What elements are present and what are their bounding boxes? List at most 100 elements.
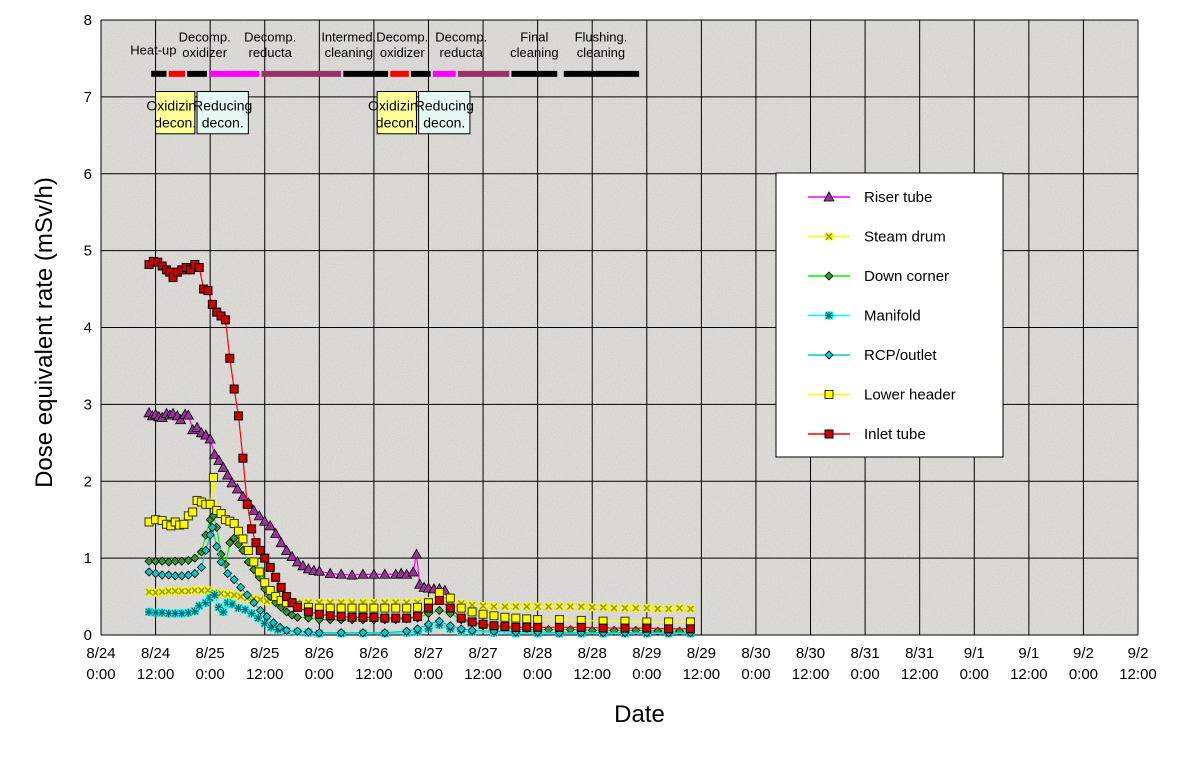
data-point-marker — [445, 621, 455, 631]
marker-stroke — [632, 604, 640, 612]
x-tick-date-label: 9/1 — [964, 645, 985, 662]
data-point-marker — [456, 603, 466, 613]
data-point-marker — [824, 350, 834, 360]
marker-stroke — [501, 602, 509, 611]
marker-stroke — [675, 604, 684, 612]
data-point-marker — [151, 556, 161, 566]
data-point-marker — [151, 568, 161, 579]
series-inlet-tube — [144, 256, 695, 634]
data-point-marker — [358, 628, 368, 638]
marker-stroke — [512, 602, 520, 611]
data-point-marker — [468, 601, 477, 610]
phase-box-line2: decon. — [423, 114, 465, 130]
data-point-marker — [478, 619, 488, 629]
y-axis-title: Dose equivalent rate (mSv/h) — [31, 177, 58, 488]
data-point-marker — [653, 604, 662, 613]
data-point-marker — [247, 524, 257, 534]
x-tick-date-label: 8/25 — [250, 645, 279, 662]
data-point-marker — [217, 461, 229, 472]
data-point-marker — [413, 612, 423, 622]
data-point-marker — [379, 568, 391, 579]
data-point-marker — [336, 612, 346, 622]
data-point-marker — [221, 469, 234, 480]
x-tick-time-label: 0:00 — [960, 666, 989, 683]
marker-stroke — [599, 603, 607, 611]
data-point-marker — [234, 604, 243, 613]
data-point-marker — [183, 555, 193, 565]
data-point-marker — [177, 609, 186, 618]
series-lower-header — [144, 472, 695, 627]
data-point-marker — [190, 553, 200, 563]
data-point-marker — [282, 592, 292, 602]
data-point-marker — [177, 587, 186, 596]
data-point-marker — [544, 602, 553, 611]
marker-stroke — [211, 591, 218, 599]
data-point-marker — [286, 550, 298, 561]
phase-box-rect — [196, 90, 249, 135]
legend-entry: Manifold — [808, 308, 921, 325]
marker-stroke — [191, 586, 199, 594]
data-point-marker — [219, 607, 228, 616]
data-point-marker — [265, 562, 275, 572]
x-tick-time-label: 0:00 — [1069, 666, 1098, 683]
data-point-marker — [194, 263, 204, 273]
data-point-marker — [522, 602, 531, 611]
data-point-marker — [242, 590, 252, 600]
data-point-marker — [264, 520, 276, 531]
data-point-marker — [825, 311, 833, 320]
data-point-marker — [402, 603, 412, 613]
data-point-marker — [533, 615, 543, 625]
data-point-marker — [247, 609, 256, 618]
data-point-marker — [511, 602, 520, 611]
data-point-marker — [824, 429, 834, 439]
phase-box-rect — [155, 90, 196, 135]
data-point-marker — [391, 603, 401, 613]
data-point-marker — [292, 626, 303, 636]
data-point-marker — [675, 604, 684, 613]
data-point-marker — [204, 433, 216, 444]
marker-stroke — [534, 602, 542, 611]
marker-stroke — [178, 610, 186, 617]
phase-box-line1: Reducing — [193, 97, 252, 113]
data-point-marker — [249, 557, 259, 567]
data-point-marker — [358, 612, 368, 622]
data-point-marker — [253, 510, 265, 521]
phase-label-line1: Intermed. — [321, 30, 376, 45]
x-tick-time-label: 12:00 — [355, 666, 393, 683]
data-point-marker — [686, 604, 695, 613]
data-point-marker — [158, 587, 167, 596]
x-tick-date-label: 8/30 — [796, 645, 825, 662]
phase-label-line1: Decomp. — [435, 30, 487, 45]
x-tick-time-label: 0:00 — [305, 666, 334, 683]
legend-entry: Down corner — [808, 268, 949, 285]
data-point-marker — [170, 556, 180, 566]
series-riser-tube — [143, 407, 451, 595]
data-point-marker — [336, 628, 346, 638]
x-tick-date-label: 8/27 — [414, 645, 443, 662]
data-point-marker — [207, 299, 217, 309]
data-point-marker — [229, 575, 239, 585]
data-point-marker — [230, 591, 239, 600]
data-point-marker — [489, 621, 499, 631]
data-point-marker — [445, 593, 455, 603]
data-point-marker — [445, 603, 455, 613]
phase-label-line2: cleaning — [510, 45, 558, 60]
data-point-marker — [664, 624, 674, 634]
data-point-marker — [171, 609, 180, 618]
marker-stroke — [261, 620, 269, 627]
decon-phase-bars: Heat-upDecomp.oxidizerDecomp.reductaInte… — [130, 30, 640, 77]
phase-box-line1: Reducing — [415, 97, 474, 113]
x-tick-time-label: 0:00 — [632, 666, 661, 683]
legend-entry: Riser tube — [808, 189, 932, 206]
data-point-marker — [434, 605, 444, 615]
marker-stroke — [490, 602, 498, 611]
x-tick-date-label: 8/29 — [687, 645, 716, 662]
legend-entry: RCP/outlet — [808, 347, 937, 364]
data-point-marker — [276, 582, 286, 592]
legend-entry: Inlet tube — [808, 426, 926, 443]
data-point-marker — [642, 623, 652, 633]
data-point-marker — [229, 533, 239, 543]
data-point-marker — [190, 586, 199, 595]
x-tick-date-label: 8/26 — [359, 645, 388, 662]
